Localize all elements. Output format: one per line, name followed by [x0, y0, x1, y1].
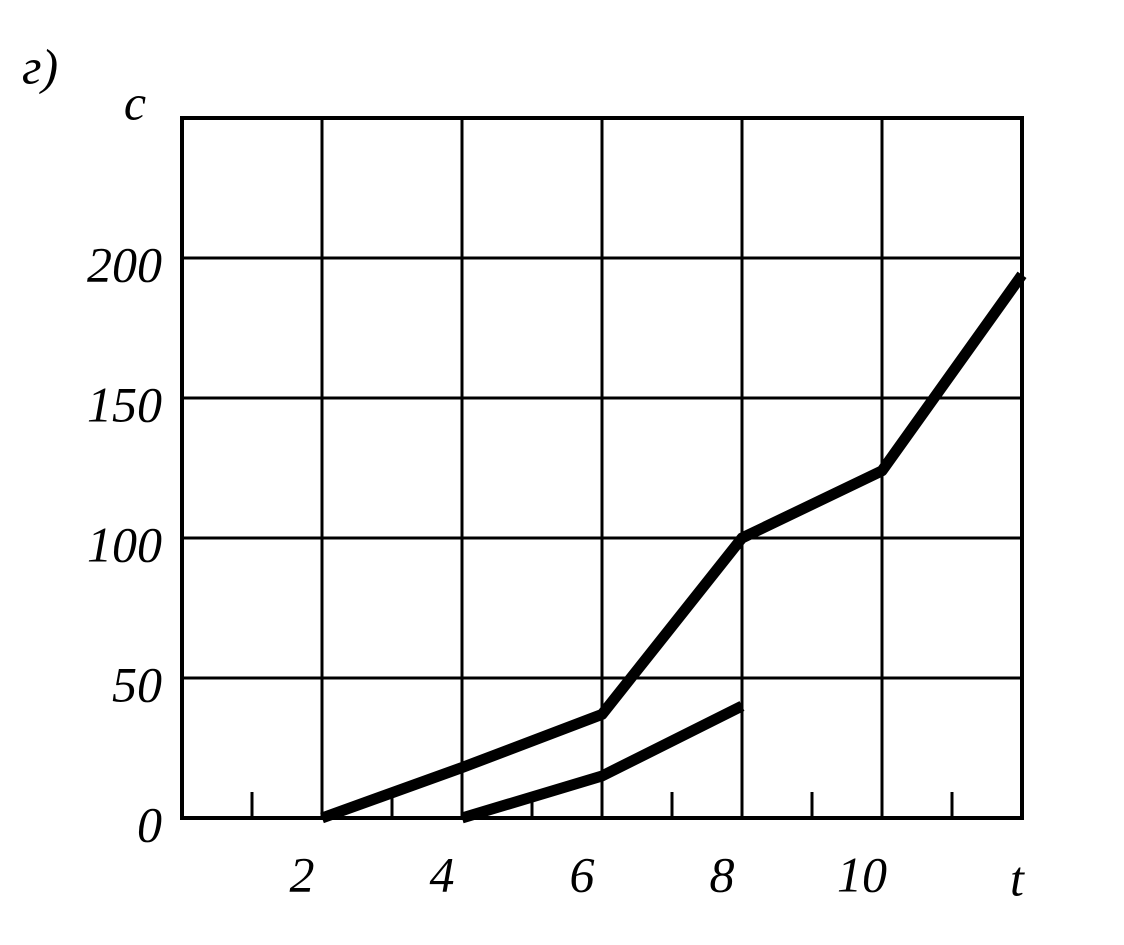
x-tick-label: 4 — [430, 846, 455, 902]
x-tick-label: 8 — [710, 846, 735, 902]
y-tick-label: 100 — [87, 516, 162, 572]
x-axis-label: t — [1010, 850, 1025, 906]
y-tick-label: 50 — [112, 656, 162, 712]
y-tick-label: 0 — [137, 796, 162, 852]
x-tick-label: 2 — [290, 846, 315, 902]
x-tick-label: 6 — [570, 846, 595, 902]
y-axis-label: c — [124, 74, 146, 130]
data-line — [460, 701, 745, 824]
y-tick-label: 200 — [87, 236, 162, 292]
data-line — [320, 271, 1027, 824]
x-tick-label: 10 — [837, 846, 887, 902]
panel-label: г) — [22, 38, 58, 94]
y-tick-label: 150 — [87, 376, 162, 432]
